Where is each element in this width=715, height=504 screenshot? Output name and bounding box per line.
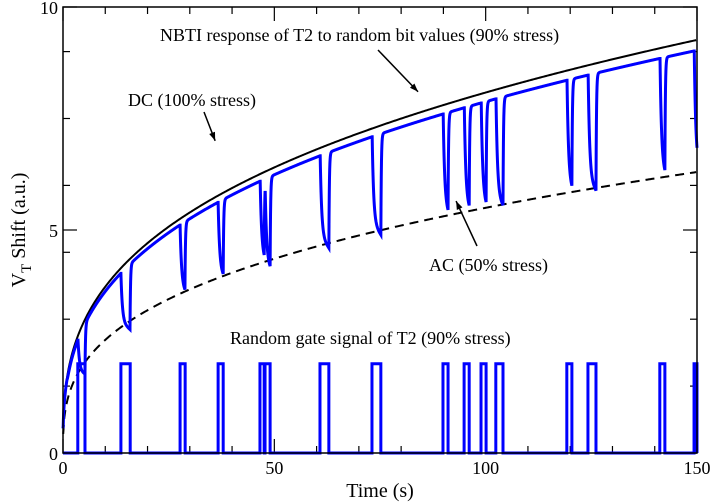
arrow-dc-head [209,131,216,141]
gate-signal-curve [63,362,699,455]
plot-frame [62,6,698,454]
ac-curve [62,171,697,434]
x-tick-label: 150 [684,458,711,478]
x-tick-label: 100 [472,458,499,478]
x-axis-label: Time (s) [346,480,414,502]
x-tick-label: 0 [59,458,68,478]
dc-curve [62,39,697,426]
nbti-response-curve [61,49,699,429]
y-tick-label: 0 [49,444,58,464]
annotation-dc: DC (100% stress) [128,90,256,111]
y-tick-label: 10 [40,0,58,18]
annotation-arrows [203,49,478,247]
annotation-gate: Random gate signal of T2 (90% stress) [230,328,511,349]
y-axis-label-main: V [8,272,30,287]
annotation-ac: AC (50% stress) [429,255,548,276]
arrow-ac-head [456,201,463,210]
svg-text:VT Shift (a.u.): VT Shift (a.u.) [8,173,35,288]
x-tick-label: 50 [265,458,283,478]
y-axis-label-rest: Shift (a.u.) [8,173,30,264]
arrow-nbti [377,49,419,93]
arrow-nbti-head [409,83,419,92]
y-tick-label: 5 [49,221,58,241]
annotation-nbti: NBTI response of T2 to random bit values… [160,25,559,46]
y-axis-label: VT Shift (a.u.) [8,173,35,288]
tick-labels: 0 50 100 150 0 5 10 [40,0,711,478]
y-axis-label-sub: T [19,264,35,273]
